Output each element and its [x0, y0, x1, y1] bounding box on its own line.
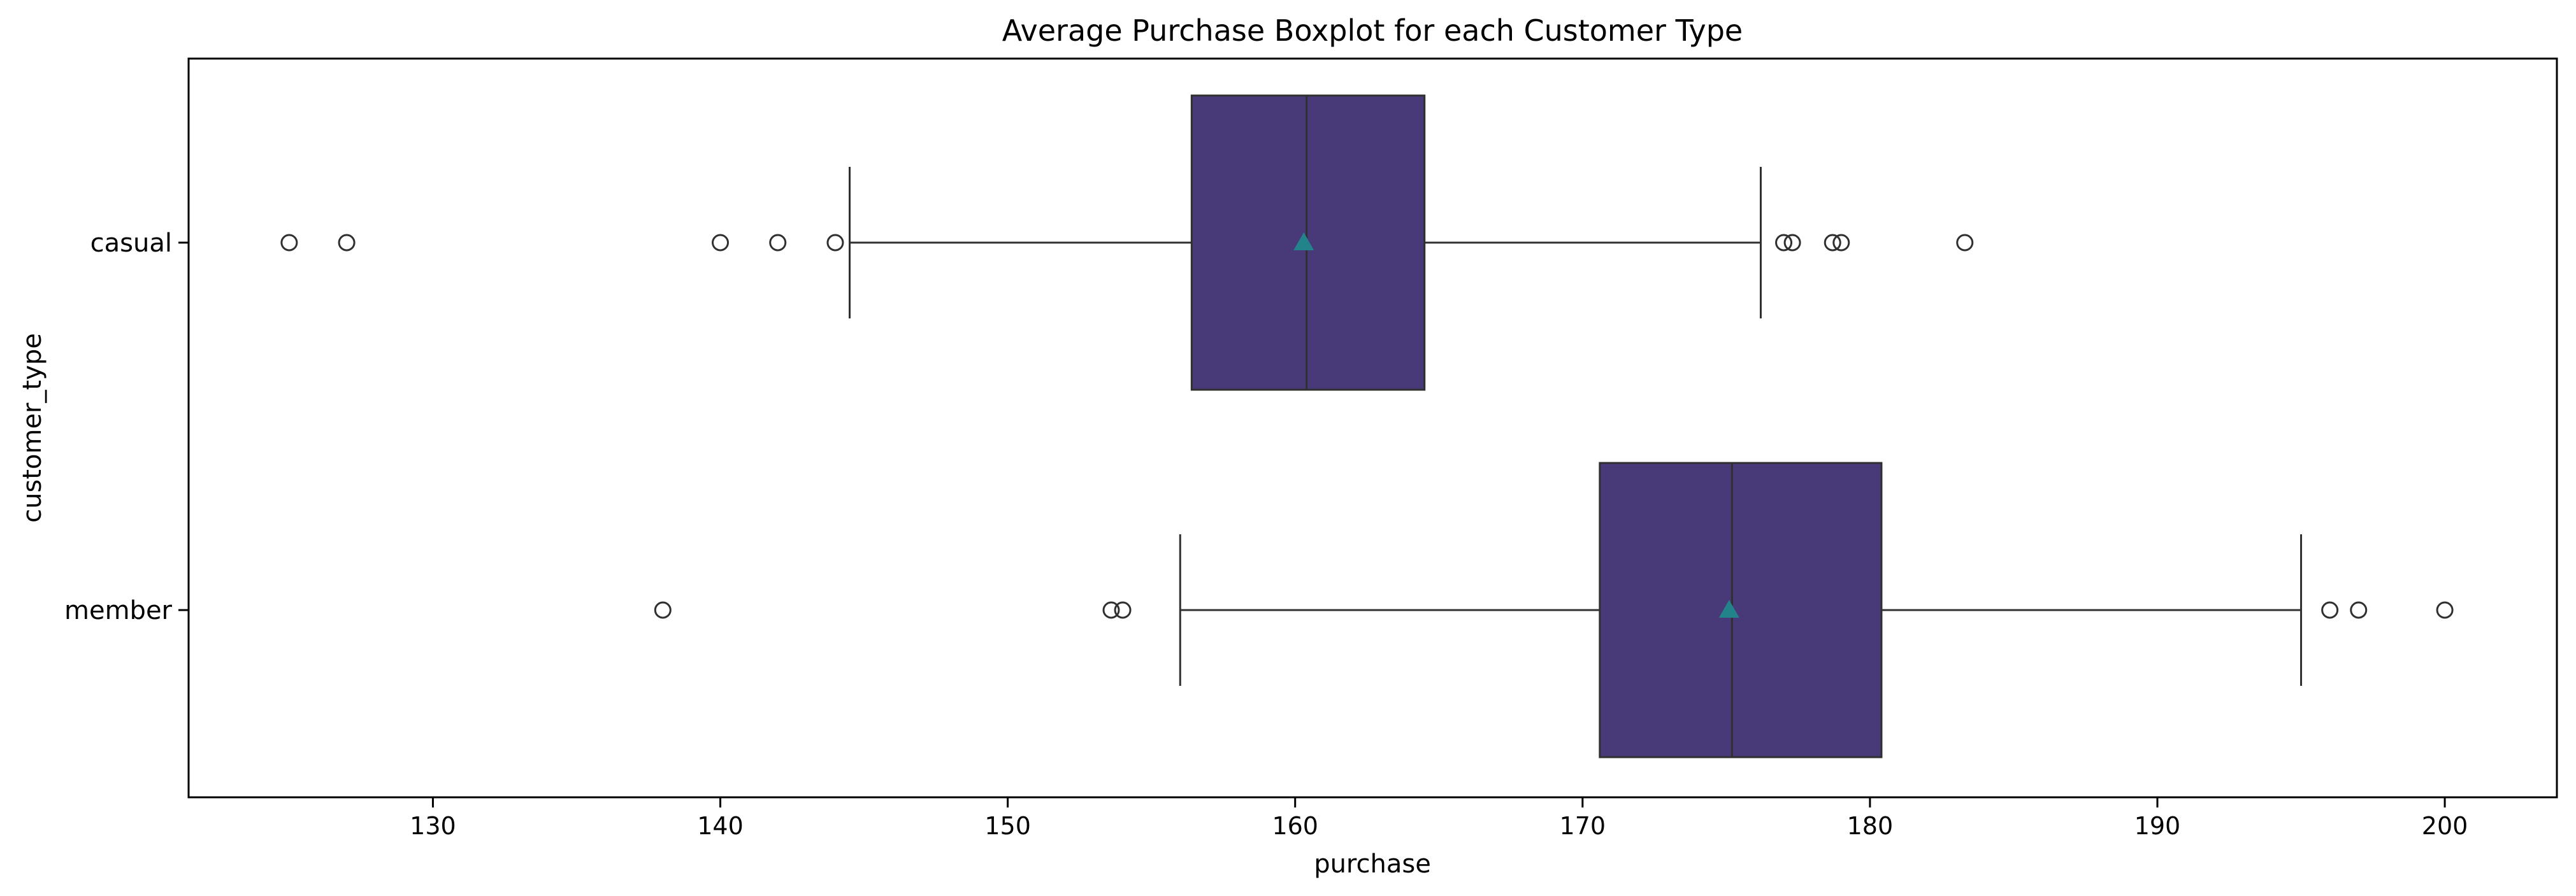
outlier-point [826, 234, 844, 252]
outlier-point [280, 234, 298, 252]
x-axis-label: purchase [1314, 850, 1431, 879]
x-tick-label: 180 [1847, 812, 1894, 840]
outlier-point [1824, 234, 1841, 252]
plot-frame [187, 57, 2558, 799]
y-tick-label: casual [90, 229, 172, 258]
outlier-point [2350, 601, 2368, 619]
chart-title: Average Purchase Boxplot for each Custom… [1002, 13, 1743, 48]
outlier-point [338, 234, 356, 252]
y-tick-label: member [64, 596, 173, 625]
y-axis-label: customer_type [18, 333, 47, 523]
outlier-point [1783, 234, 1801, 252]
x-tick-label: 190 [2134, 812, 2181, 840]
outlier-point [2436, 601, 2454, 619]
x-tick-label: 130 [410, 812, 456, 840]
mean-marker [1293, 232, 1314, 250]
plot-area [280, 94, 2454, 758]
outlier-point [1114, 601, 1132, 619]
outlier-point [712, 234, 730, 252]
x-tick-label: 140 [697, 812, 744, 840]
outlier-point [1956, 234, 1974, 252]
outlier-point [1102, 601, 1120, 619]
x-tick-label: 170 [1560, 812, 1606, 840]
outlier-point [2321, 601, 2339, 619]
outlier-point [1832, 234, 1850, 252]
x-tick-label: 160 [1272, 812, 1318, 840]
outlier-point [769, 234, 787, 252]
box-group-member [654, 462, 2454, 758]
iqr-box [1599, 462, 1883, 758]
mean-marker [1718, 600, 1739, 618]
x-tick-label: 200 [2422, 812, 2468, 840]
box-group-casual [280, 94, 1974, 391]
x-tick-label: 150 [984, 812, 1031, 840]
outlier-point [654, 601, 672, 619]
outlier-point [1775, 234, 1793, 252]
